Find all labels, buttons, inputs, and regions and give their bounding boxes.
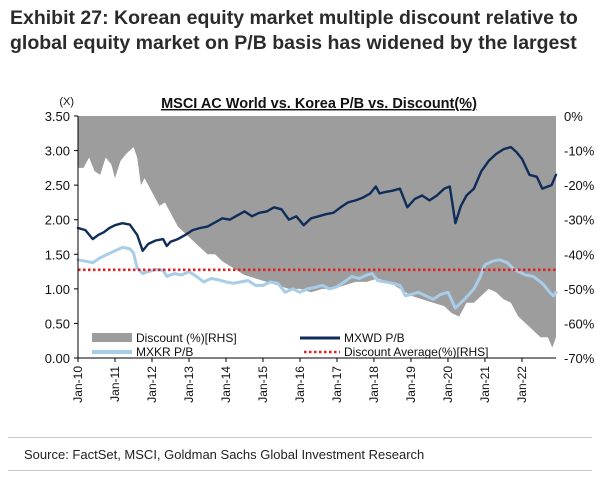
x-tick-label: Jan-20: [441, 366, 455, 403]
y-right-tick-label: -20%: [564, 178, 595, 193]
x-tick-label: Jan-19: [404, 366, 418, 403]
y-left-tick-label: 0.50: [45, 316, 70, 331]
y-left-tick-label: 3.50: [45, 109, 70, 124]
y-right-tick-label: -50%: [564, 282, 595, 297]
y-left-tick-label: 0.00: [45, 351, 70, 366]
chart: 0.00 0.50 1.00 1.50 2.00 2.50 3.00 3.50(X) 0% -10…: [45, 96, 595, 403]
x-tick-label: Jan-11: [108, 366, 122, 402]
legend-swatch-discount: [92, 333, 132, 342]
y-right-tick-label: 0%: [564, 109, 583, 124]
y-left-tick-label: 1.50: [45, 247, 70, 262]
x-tick-label: Jan-21: [478, 366, 492, 403]
exhibit-title: Exhibit 27: Korean equity market multipl…: [10, 7, 578, 54]
mxwd-line: [76, 145, 558, 253]
legend-label-mxkr: MXKR P/B: [136, 345, 193, 359]
x-tick-label: Jan-10: [71, 366, 85, 403]
divider-line-bottom: [8, 470, 592, 471]
x-tick-label: Jan-13: [182, 366, 196, 403]
y-right-tick-label: -60%: [564, 316, 595, 331]
y-left-tick-label: 2.00: [45, 213, 70, 228]
legend-label-avg: Discount Average(%)[RHS]: [344, 345, 489, 359]
y-left-tick-label: 1.00: [45, 282, 70, 297]
legend-label-discount: Discount (%)[RHS]: [136, 331, 237, 345]
y-right-tick-label: -30%: [564, 213, 595, 228]
x-tick-label: Jan-22: [515, 366, 529, 403]
x-tick-label: Jan-16: [293, 366, 307, 403]
y-left-tick-label: 3.00: [45, 144, 70, 159]
source-note: Source: FactSet, MSCI, Goldman Sachs Glo…: [24, 447, 425, 462]
divider-line: [8, 437, 592, 438]
y-right-tick-label: -70%: [564, 351, 595, 366]
x-tick-label: Jan-17: [330, 366, 344, 403]
y-right-tick-label: -40%: [564, 247, 595, 262]
y-left-tick-label: 2.50: [45, 178, 70, 193]
chart-title: MSCI AC World vs. Korea P/B vs. Discount…: [161, 96, 477, 112]
legend-label-mxwd: MXWD P/B: [344, 331, 405, 345]
x-tick-label: Jan-14: [219, 366, 233, 403]
x-tick-label: Jan-15: [256, 366, 270, 403]
y-left-unit: (X): [59, 96, 74, 108]
x-tick-label: Jan-18: [367, 366, 381, 403]
x-tick-label: Jan-12: [145, 366, 159, 403]
discount-area: [78, 116, 556, 348]
y-right-tick-label: -10%: [564, 144, 595, 159]
